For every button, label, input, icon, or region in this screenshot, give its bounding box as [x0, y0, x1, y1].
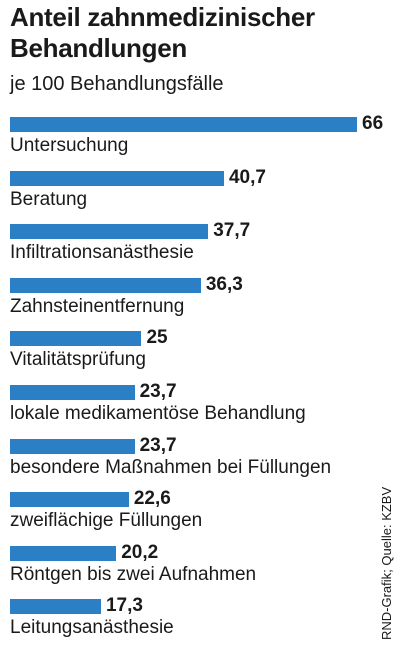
- value-label: 20,2: [121, 541, 159, 563]
- bar-row: 22,6 zweiflächige Füllungen: [0, 488, 380, 542]
- category-label: lokale medikamentöse Behandlung: [10, 403, 306, 424]
- value-label: 22,6: [133, 488, 171, 510]
- bar: [10, 385, 135, 400]
- category-label: zweiflächige Füllungen: [10, 510, 203, 532]
- bar-row: 66 Untersuchung: [0, 113, 384, 167]
- value-label: 36,3: [205, 273, 243, 295]
- category-label: Infiltrationsanästhesie: [10, 242, 194, 264]
- bar: [10, 331, 142, 347]
- bar: [10, 277, 201, 293]
- bar-row: 36,3 Zahnsteinentfernung: [0, 273, 380, 328]
- bar: [10, 170, 224, 186]
- bar: [10, 492, 129, 508]
- value-label: 66: [362, 113, 384, 134]
- bar-row: 17,3 Leitungsanästhesie: [0, 595, 380, 649]
- value-label: 23,7: [139, 381, 177, 402]
- chart-title: Anteil zahnmedizinischer Behandlungen: [10, 2, 315, 63]
- value-label: 40,7: [228, 166, 266, 188]
- bar: [10, 545, 117, 561]
- bar-row: 23,7 besondere Maßnahmen bei Füllungen: [0, 434, 380, 489]
- chart-subtitle: je 100 Behandlungsfälle: [10, 73, 224, 95]
- category-label: Vitalitätsprüfung: [10, 349, 146, 371]
- category-label: Röntgen bis zwei Aufnahmen: [10, 563, 257, 585]
- category-label: besondere Maßnahmen bei Füllungen: [10, 456, 332, 478]
- value-label: 25: [146, 327, 168, 349]
- category-label: Beratung: [10, 188, 88, 210]
- bar: [10, 438, 135, 454]
- bar: [10, 117, 357, 132]
- bar-row: 40,7 Beratung: [0, 166, 380, 221]
- category-label: Untersuchung: [10, 135, 129, 156]
- bar: [10, 224, 209, 240]
- category-label: Leitungsanästhesie: [10, 617, 174, 639]
- bar-row: 20,2 Röntgen bis zwei Aufnahmen: [0, 541, 380, 596]
- source-credit: RND-Grafik; Quelle: KZBV: [379, 486, 394, 640]
- bar-row: 25 Vitalitätsprüfung: [0, 327, 380, 381]
- category-label: Zahnsteinentfernung: [10, 295, 185, 317]
- bar-row: 37,7 Infiltrationsanästhesie: [0, 220, 380, 274]
- value-label: 37,7: [213, 220, 251, 242]
- value-label: 17,3: [105, 595, 143, 617]
- bar-row: 23,7 lokale medikamentöse Behandlung: [0, 381, 380, 435]
- bar: [10, 599, 101, 615]
- value-label: 23,7: [139, 434, 177, 456]
